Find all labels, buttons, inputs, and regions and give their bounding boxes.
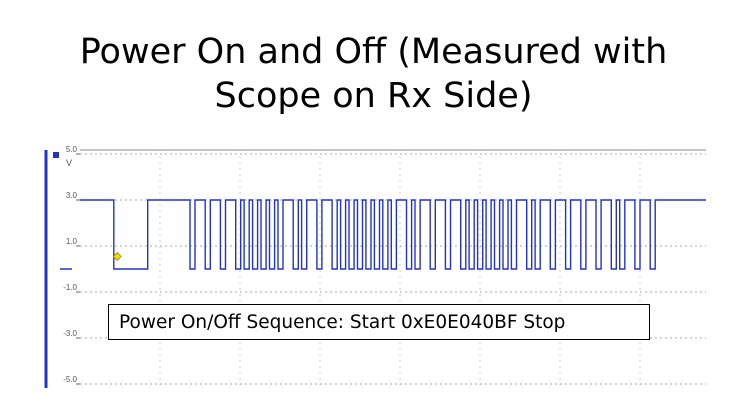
slide-title: Power On and Off (Measured with Scope on… [0, 30, 747, 118]
y-tick-label: -5.0 [63, 375, 77, 384]
y-tick-label: 1.0 [66, 237, 78, 246]
sequence-annotation-box: Power On/Off Sequence: Start 0xE0E040BF … [108, 304, 650, 340]
channel-marker [53, 152, 59, 158]
slide-title-line2: Scope on Rx Side) [214, 76, 533, 116]
y-unit-label: V [66, 158, 72, 168]
cursor-marker [112, 251, 122, 262]
slide-title-line1: Power On and Off (Measured with [79, 32, 668, 72]
y-tick-label: -1.0 [63, 283, 77, 292]
sequence-annotation-text: Power On/Off Sequence: Start 0xE0E040BF … [119, 311, 566, 333]
y-tick-label: 3.0 [66, 191, 78, 200]
y-tick-label: 5.0 [66, 145, 78, 154]
y-tick-label: -3.0 [63, 329, 77, 338]
signal-trace [80, 199, 706, 270]
